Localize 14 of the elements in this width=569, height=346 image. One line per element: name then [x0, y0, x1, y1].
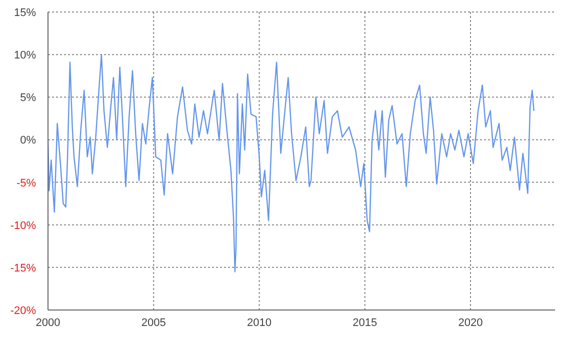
line-series: [48, 54, 534, 272]
x-tick-label: 2000: [36, 316, 60, 329]
x-tick-label: 2005: [141, 316, 166, 329]
y-tick-label: 5%: [20, 92, 36, 104]
y-tick-label: -5%: [16, 177, 36, 190]
y-tick-label: -15%: [10, 262, 36, 274]
y-tick-label: 15%: [14, 7, 36, 19]
x-tick-label: 2015: [352, 316, 378, 329]
y-tick-label: 10%: [14, 50, 36, 62]
y-tick-label: -20%: [10, 305, 36, 317]
y-tick-label: 0%: [20, 134, 36, 147]
x-tick-label: 2020: [458, 316, 483, 329]
x-tick-label: 2010: [247, 316, 272, 329]
y-tick-label: -10%: [10, 220, 36, 232]
